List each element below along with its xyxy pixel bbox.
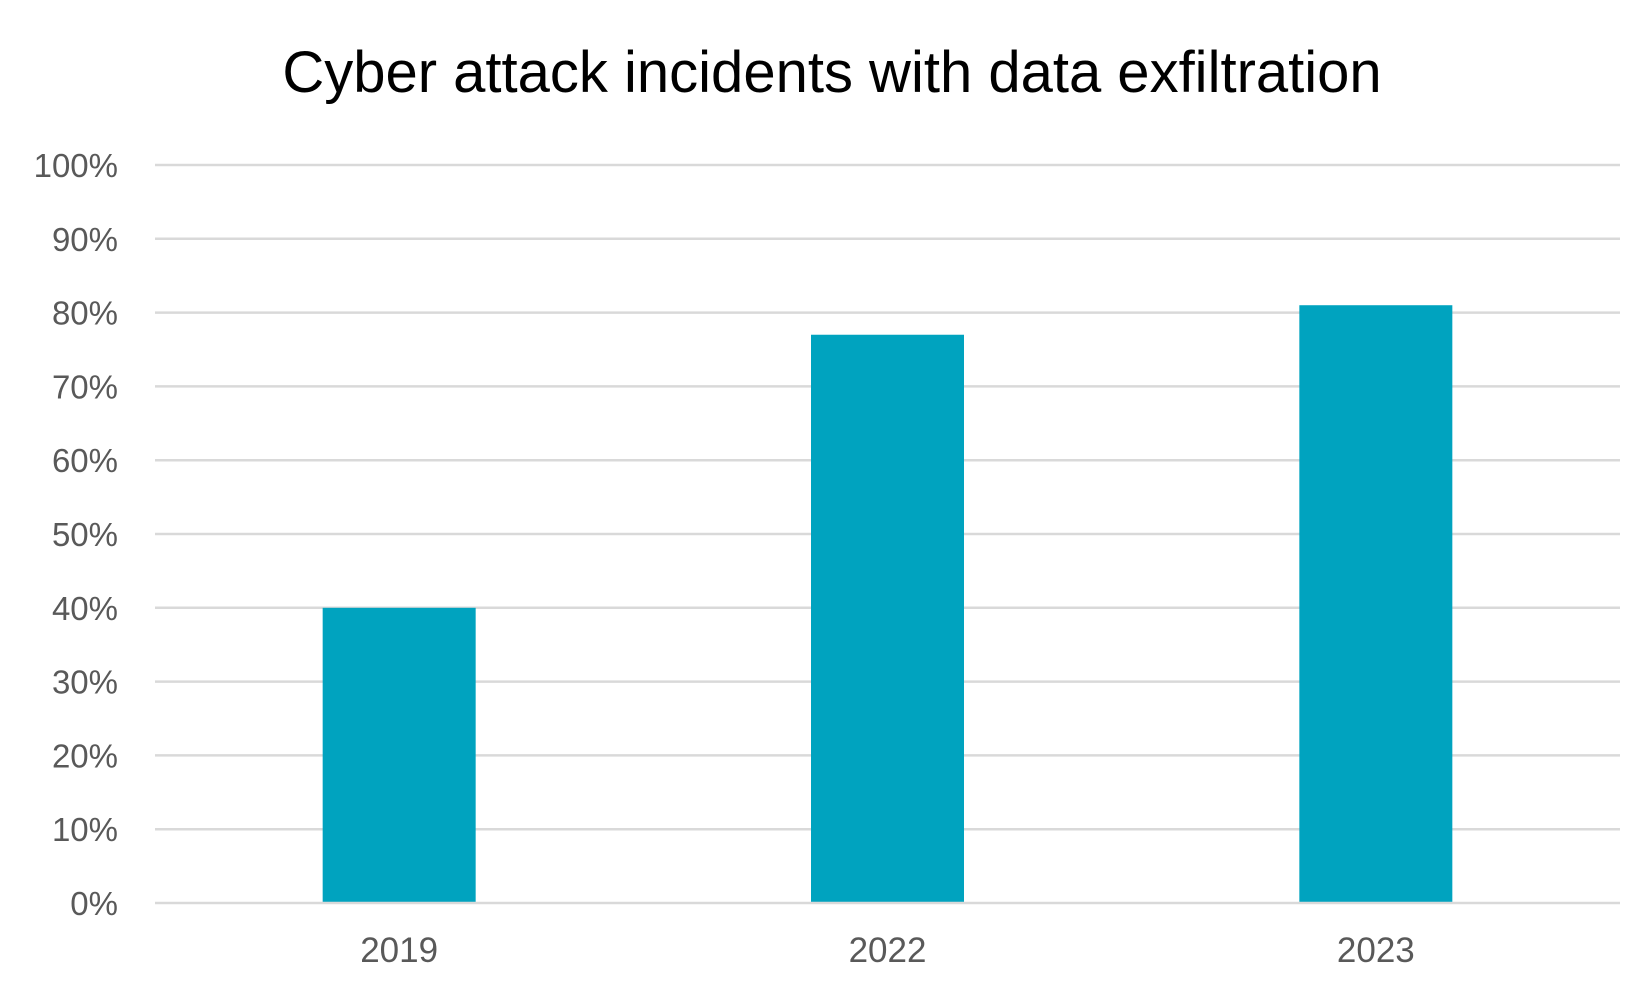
y-tick-label: 100% [34,147,118,184]
x-category-label: 2023 [1337,931,1415,970]
y-tick-label: 20% [52,737,118,774]
bar-2019 [322,607,476,903]
y-tick-label: 80% [52,295,118,332]
y-tick-label: 50% [52,516,118,553]
y-tick-label: 30% [52,664,118,701]
x-axis-category-labels: 2019 2022 2023 [360,931,1415,970]
y-tick-label: 10% [52,811,118,848]
bar-2022 [811,334,964,903]
x-category-label: 2019 [360,931,438,970]
y-tick-label: 40% [52,590,118,627]
bar-2023 [1299,305,1453,904]
chart-title: Cyber attack incidents with data exfiltr… [282,40,1381,105]
x-category-label: 2022 [849,931,927,970]
y-tick-label: 90% [52,221,118,258]
y-tick-label: 60% [52,442,118,479]
y-tick-label: 0% [70,885,118,922]
y-tick-label: 70% [52,368,118,405]
bars [322,305,1453,904]
y-axis-tick-labels: 0% 10% 20% 30% 40% 50% 60% 70% 80% 90% 100% [34,147,118,922]
